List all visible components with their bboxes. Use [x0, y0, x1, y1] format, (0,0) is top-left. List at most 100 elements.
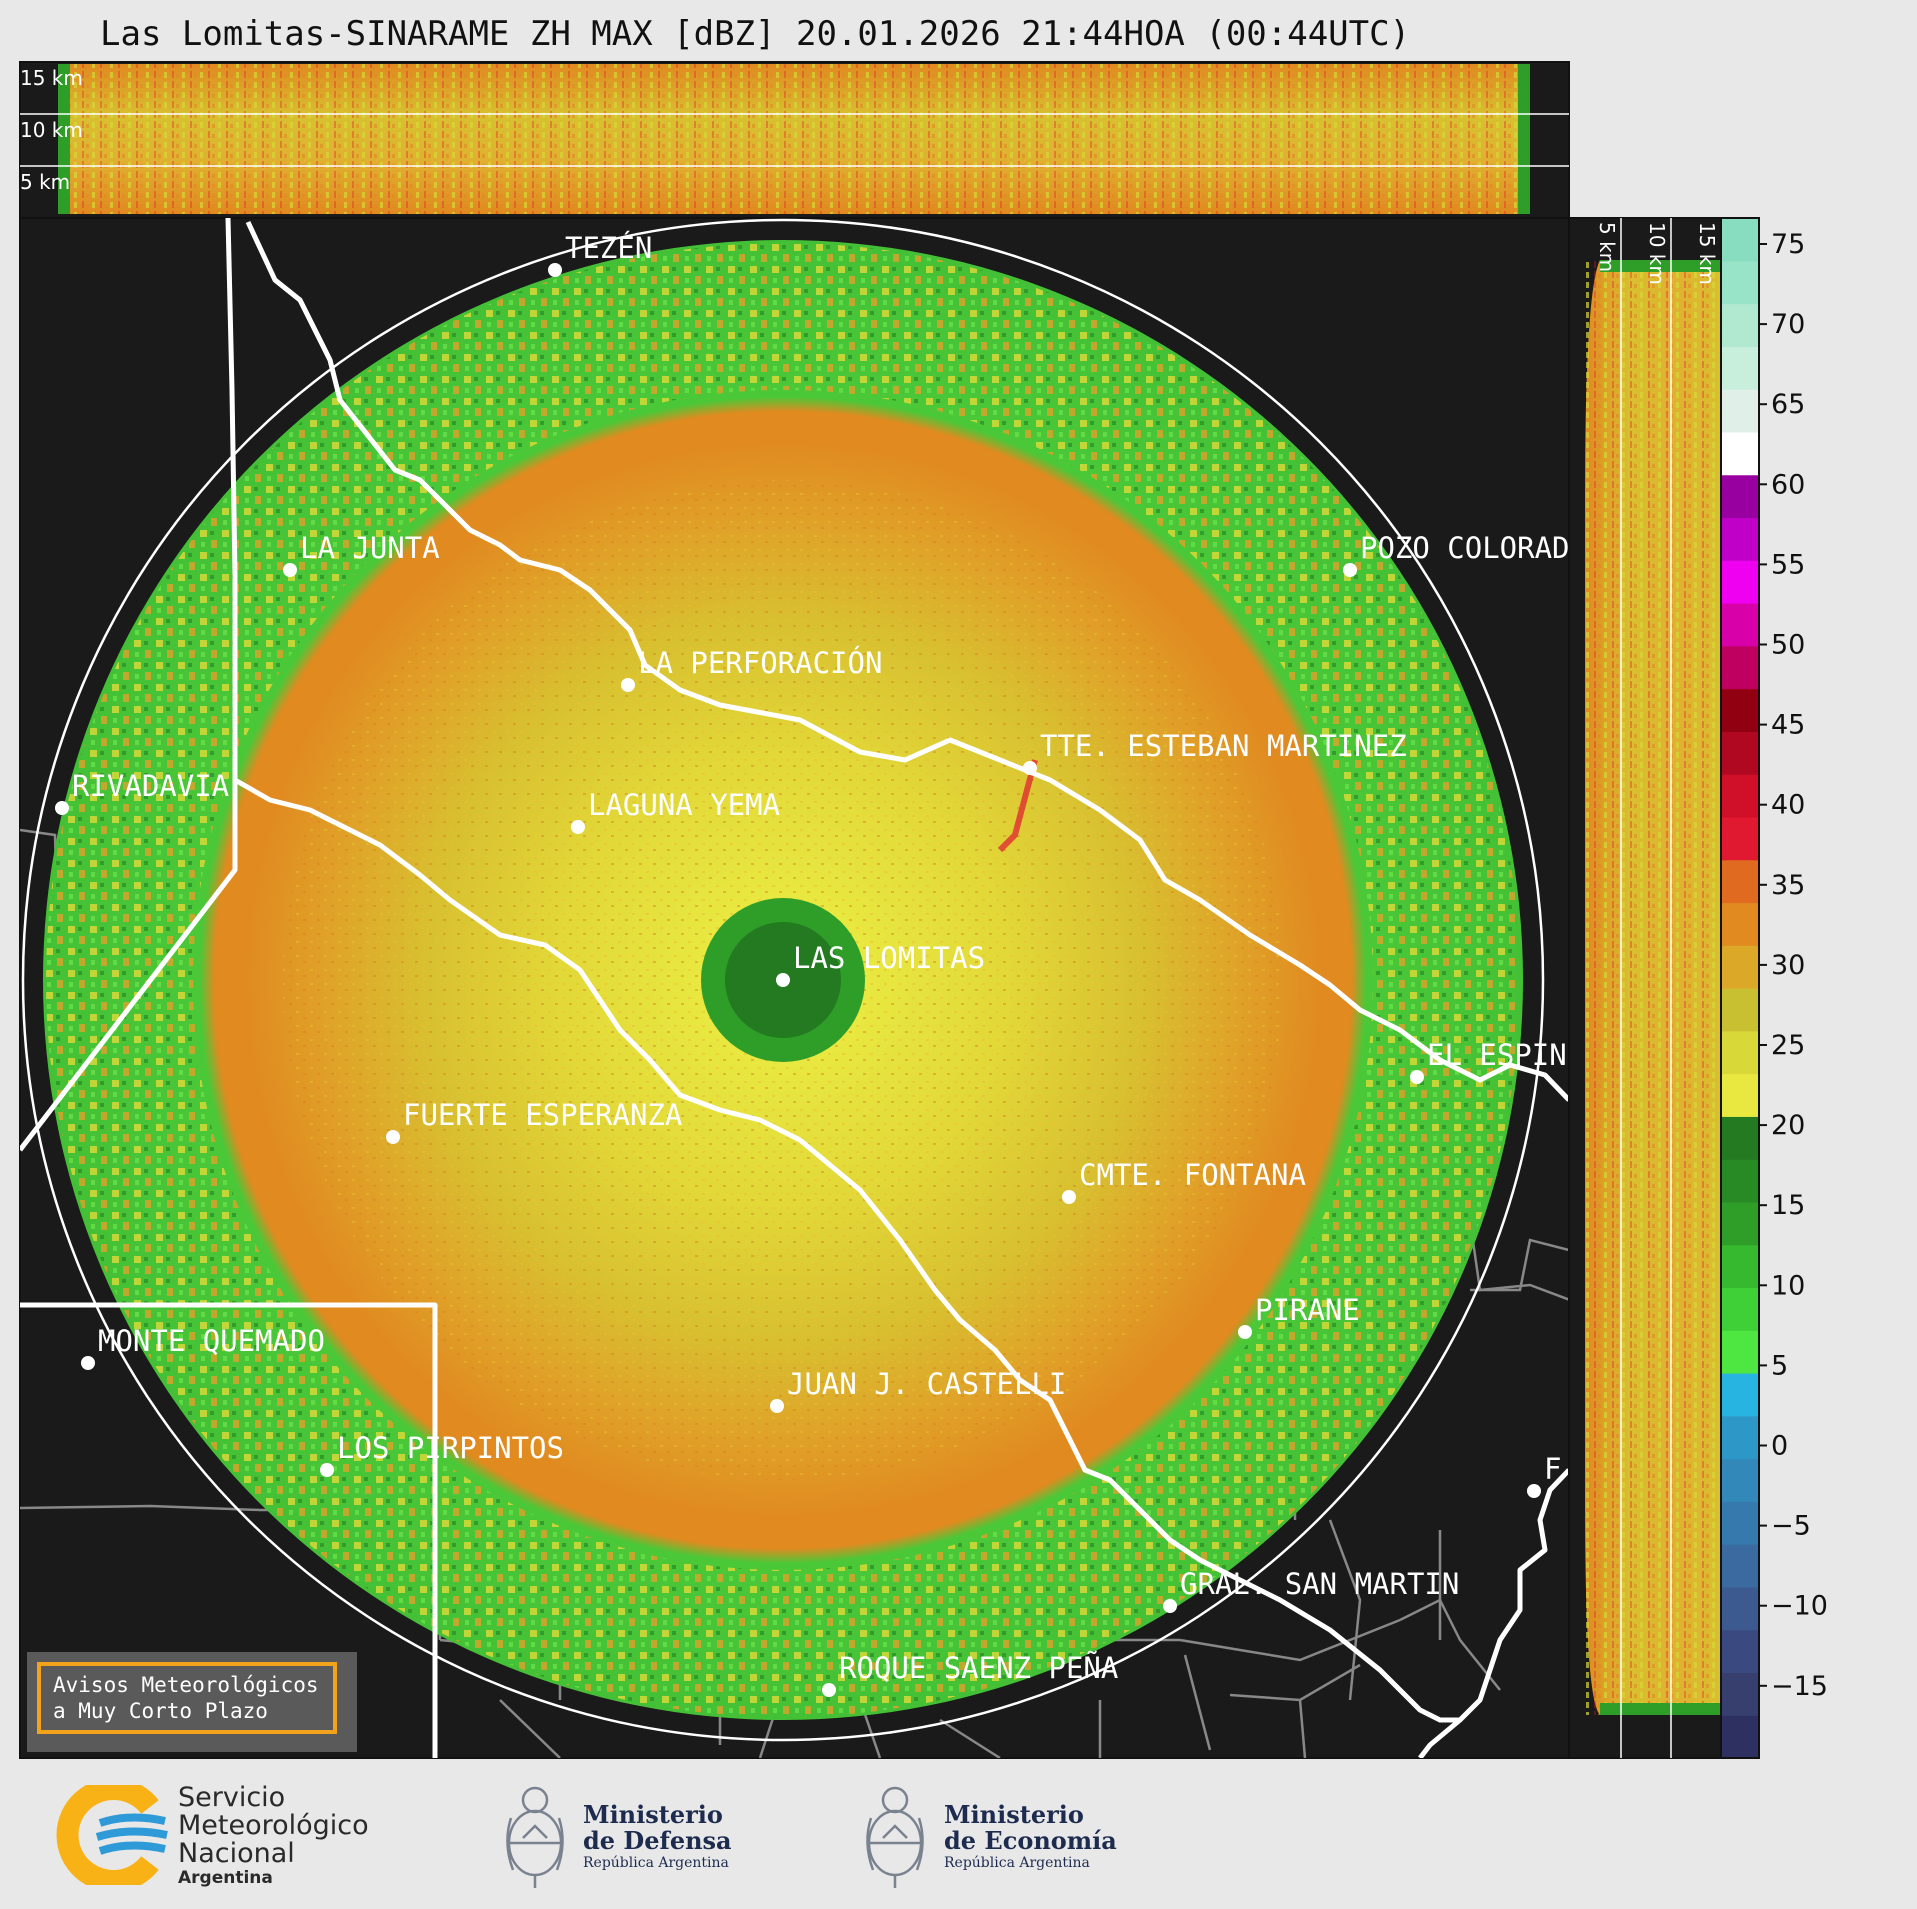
place-label: PIRANE	[1255, 1293, 1360, 1327]
colorbar-stop	[1721, 1030, 1759, 1075]
place-la-junta: LA JUNTA	[283, 531, 440, 577]
smn-line-2: Meteorológico	[178, 1810, 369, 1841]
place-tezen: TEZÉN	[548, 231, 652, 277]
defensa-coat-of-arms-icon	[506, 1786, 564, 1888]
colorbar-tick-label: 70	[1771, 309, 1805, 340]
colorbar-tick-label: 75	[1771, 229, 1805, 260]
place-f: F	[1527, 1452, 1561, 1498]
colorbar-tick-label: 65	[1771, 389, 1805, 420]
top-label-10km: 10 km	[20, 118, 83, 142]
defensa-line-2: de Defensa	[583, 1826, 732, 1855]
colorbar-stop	[1721, 688, 1759, 732]
place-roque-saenz-pena: ROQUE SAENZ PEÑA	[822, 1651, 1118, 1697]
place-label: FUERTE ESPERANZA	[403, 1098, 682, 1132]
defensa-line-3: República Argentina	[583, 1855, 729, 1871]
top-panel-texture	[58, 64, 1530, 214]
place-label: MONTE QUEMADO	[98, 1324, 325, 1358]
colorbar-stop	[1721, 1544, 1759, 1588]
warning-line-1: Avisos Meteorológicos	[53, 1673, 319, 1697]
boundary-west	[20, 218, 238, 1152]
economia-coat-of-arms-icon	[866, 1786, 924, 1888]
warning-label[interactable]: Avisos Meteorológicos a Muy Corto Plazo	[37, 1662, 337, 1734]
smn-line-4: Argentina	[178, 1868, 273, 1888]
colorbar-tick-label: 30	[1771, 950, 1805, 981]
colorbar-tick-label: 40	[1771, 790, 1805, 821]
colorbar-stop	[1721, 902, 1759, 946]
colorbar-tick-label: 15	[1771, 1190, 1805, 1221]
side-label-15km: 15 km	[1695, 222, 1719, 285]
colorbar-stop	[1721, 859, 1759, 904]
smn-logo-icon	[56, 1785, 168, 1885]
colorbar-tick-label: 5	[1771, 1350, 1788, 1381]
top-panel-edge-right	[1518, 64, 1530, 214]
place-los-pirpintos: LOS PIRPINTOS	[320, 1431, 564, 1477]
colorbar-frame	[1720, 217, 1760, 1759]
colorbar-stop	[1721, 431, 1759, 476]
colorbar-stop	[1721, 1159, 1759, 1203]
chart-title-bar: Las Lomitas-SINARAME ZH MAX [dBZ] 20.01.…	[0, 10, 1917, 60]
colorbar-stop	[1721, 1586, 1759, 1631]
colorbar-stop	[1721, 1073, 1759, 1117]
colorbar-stop	[1721, 260, 1759, 305]
colorbar-stop	[1721, 645, 1759, 690]
place-tte-esteban-martinez: TTE. ESTEBAN MARTINEZ	[1023, 729, 1407, 775]
place-label: TTE. ESTEBAN MARTINEZ	[1040, 729, 1407, 763]
colorbar-tick-label: 45	[1771, 710, 1805, 741]
river-bermejito	[233, 777, 1460, 1723]
colorbar-tick-label: 35	[1771, 870, 1805, 901]
range-ring	[21, 218, 1545, 1742]
place-label: GRAL. SAN MARTIN	[1180, 1567, 1459, 1601]
economia-name: Ministerio de Economía República Argenti…	[944, 1802, 1117, 1872]
chart-title: Las Lomitas-SINARAME ZH MAX [dBZ] 20.01.…	[100, 14, 1411, 54]
colorbar-stop	[1721, 1415, 1759, 1460]
colorbar-stop	[1721, 218, 1759, 262]
radar-echo-line	[997, 759, 1038, 853]
place-rivadavia: RIVADAVIA	[55, 769, 229, 815]
colorbar-tick-label: −5	[1771, 1511, 1811, 1542]
place-el-espin: EL ESPIN	[1410, 1038, 1567, 1084]
place-juan-j-castelli: JUAN J. CASTELLI	[770, 1367, 1066, 1413]
top-cross-section-panel: 15 km 10 km 5 km	[19, 61, 1570, 219]
defensa-line-1: Ministerio	[583, 1800, 723, 1829]
colorbar-stops	[1721, 218, 1759, 1759]
economia-line-3: República Argentina	[944, 1855, 1090, 1871]
place-label: F	[1544, 1452, 1561, 1486]
place-label: LOS PIRPINTOS	[337, 1431, 564, 1465]
smn-line-1: Servicio	[178, 1782, 286, 1813]
main-map-panel: TEZÉN LA JUNTA POZO COLORAD LA PERFORACI…	[19, 217, 1570, 1759]
colorbar-tick-label: 0	[1771, 1431, 1788, 1462]
place-label: LAGUNA YEMA	[588, 788, 780, 822]
warning-line-2: a Muy Corto Plazo	[53, 1699, 268, 1723]
colorbar-stop	[1721, 1244, 1759, 1289]
side-cross-section-panel: 5 km 10 km 15 km	[1568, 217, 1722, 1759]
colorbar-stop	[1721, 1116, 1759, 1160]
river-bermejo	[245, 220, 1569, 1102]
colorbar-stop	[1721, 774, 1759, 818]
river-paraguay	[1418, 1468, 1569, 1758]
colorbar-tick-label: 10	[1771, 1270, 1805, 1301]
place-label: LAS LOMITAS	[793, 941, 985, 975]
colorbar-stop	[1721, 945, 1759, 989]
colorbar-stop	[1721, 346, 1759, 390]
smn-name: Servicio Meteorológico Nacional Argentin…	[178, 1782, 369, 1889]
colorbar-tick-label: −10	[1771, 1591, 1828, 1622]
colorbar-stop	[1721, 1201, 1759, 1246]
top-label-15km: 15 km	[20, 66, 83, 90]
side-label-5km: 5 km	[1595, 222, 1619, 272]
colorbar-stop	[1721, 474, 1759, 519]
colorbar-tick-label: 60	[1771, 469, 1805, 500]
place-label: CMTE. FONTANA	[1079, 1158, 1306, 1192]
place-label: ROQUE SAENZ PEÑA	[839, 1651, 1118, 1685]
warning-box: Avisos Meteorológicos a Muy Corto Plazo	[27, 1652, 357, 1752]
colorbar-stop	[1721, 1715, 1759, 1759]
place-cmte-fontana: CMTE. FONTANA	[1062, 1158, 1306, 1204]
colorbar-stop	[1721, 1629, 1759, 1674]
boundary-southwest	[20, 1302, 438, 1758]
colorbar-stop	[1721, 1330, 1759, 1374]
place-label: TEZÉN	[565, 231, 652, 265]
footer-logos: Servicio Meteorológico Nacional Argentin…	[0, 1760, 1917, 1909]
colorbar-stop	[1721, 517, 1759, 561]
place-las-lomitas: LAS LOMITAS	[776, 941, 985, 987]
colorbar-tick-label: −15	[1771, 1671, 1828, 1702]
